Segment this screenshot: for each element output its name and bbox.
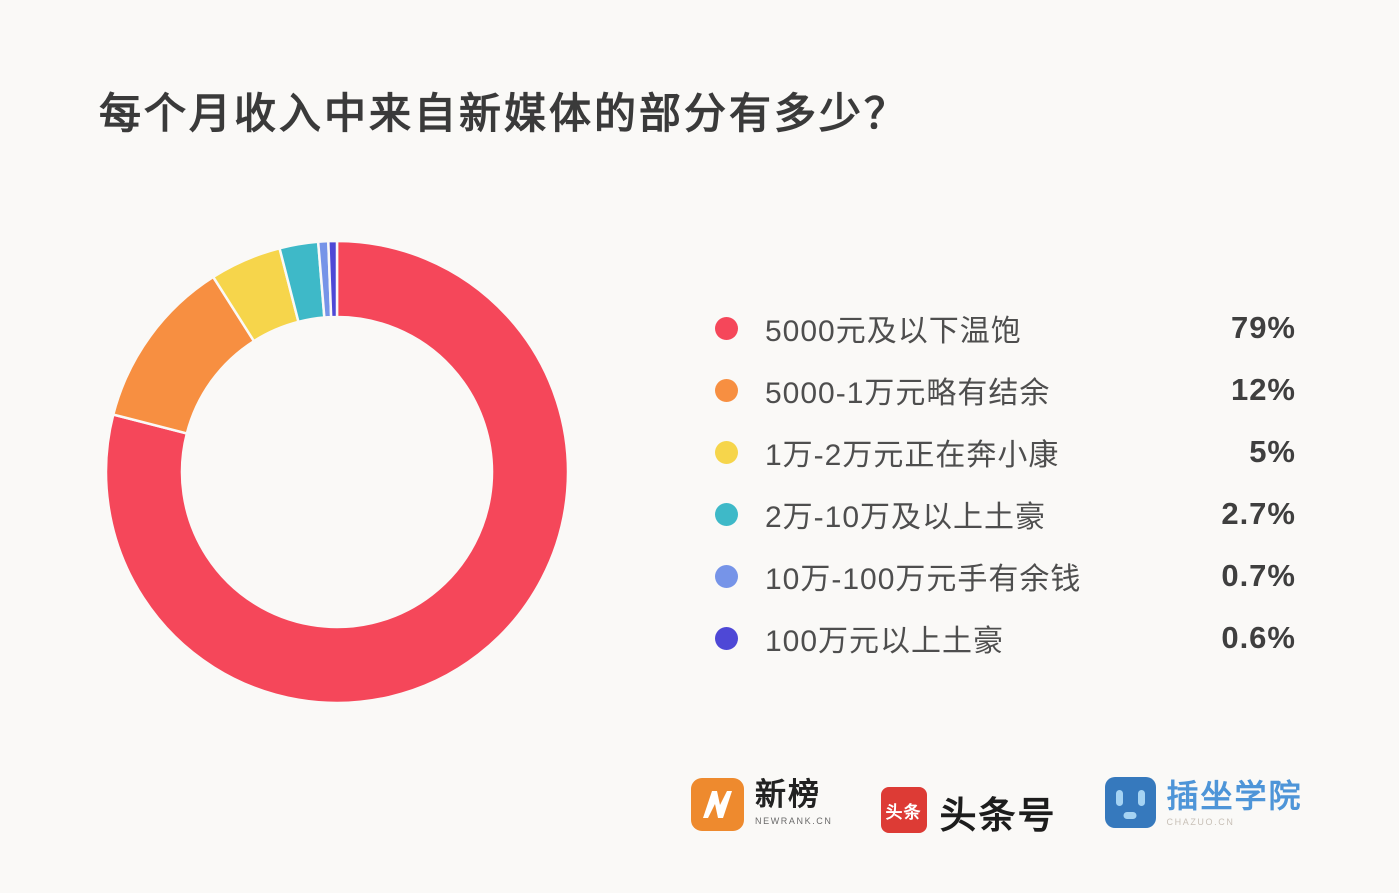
donut-chart (104, 239, 570, 705)
donut-slice-5 (326, 239, 339, 319)
legend-row: 1万-2万元正在奔小康 5% (715, 421, 1296, 483)
chazuo-face-right-eye-icon (1137, 790, 1145, 806)
legend-row: 2万-10万及以上土豪 2.7% (715, 483, 1296, 545)
legend-row: 10万-100万元手有余钱 0.7% (715, 545, 1296, 607)
legend-value: 79% (1230, 310, 1296, 345)
newrank-logo-icon (691, 778, 744, 831)
newrank-logo-title: 新榜 (755, 777, 821, 812)
legend-label: 5000-1万元略有结余 (765, 377, 1051, 410)
chazuo-face-mouth-icon (1123, 812, 1137, 819)
newrank-logo-subtitle: NEWRANK.CN (755, 815, 833, 826)
footer-logos: 新榜 NEWRANK.CN 头条 头条号 插坐学院 CHAZUO.CN (690, 777, 1303, 839)
legend-label: 5000元及以下温饱 (765, 315, 1022, 348)
logo-newrank: 新榜 NEWRANK.CN (690, 777, 833, 832)
legend-value: 2.7% (1221, 496, 1296, 531)
legend-color-dot-icon (715, 502, 738, 526)
legend-label: 100万元以上土豪 (765, 625, 1005, 658)
logo-toutiao: 头条 头条号 (880, 777, 1057, 839)
chart-title: 每个月收入中来自新媒体的部分有多少？ (99, 90, 910, 137)
chazuo-logo-title: 插坐学院 (1166, 778, 1303, 814)
donut-slice-0 (104, 239, 570, 705)
legend-row: 5000元及以下温饱 79% (715, 297, 1296, 359)
legend-row: 100万元以上土豪 0.6% (715, 607, 1296, 669)
legend-value: 0.7% (1221, 558, 1296, 593)
legend-color-dot-icon (715, 316, 738, 340)
legend-value: 0.6% (1221, 620, 1296, 655)
legend-row: 5000-1万元略有结余 12% (715, 359, 1296, 421)
chazuo-logo-subtitle: CHAZUO.CN (1166, 817, 1235, 828)
legend-color-dot-icon (715, 440, 738, 464)
chazuo-face-left-eye-icon (1115, 790, 1123, 806)
legend-color-dot-icon (715, 378, 738, 402)
legend-label: 1万-2万元正在奔小康 (765, 439, 1060, 472)
chart-legend: 5000元及以下温饱 79% 5000-1万元略有结余 12% 1万-2万元正在… (715, 297, 1296, 669)
toutiao-logo-title: 头条号 (939, 795, 1057, 836)
legend-label: 2万-10万及以上土豪 (765, 501, 1047, 534)
chazuo-logo-icon (1104, 777, 1156, 828)
logo-chazuo: 插坐学院 CHAZUO.CN (1104, 777, 1303, 828)
legend-label: 10万-100万元手有余钱 (765, 563, 1082, 596)
toutiao-icon-text: 头条 (885, 802, 922, 822)
legend-color-dot-icon (715, 626, 738, 650)
legend-color-dot-icon (715, 564, 738, 588)
legend-value: 12% (1230, 372, 1296, 407)
legend-value: 5% (1249, 434, 1296, 469)
toutiao-logo-icon: 头条 (880, 787, 927, 833)
